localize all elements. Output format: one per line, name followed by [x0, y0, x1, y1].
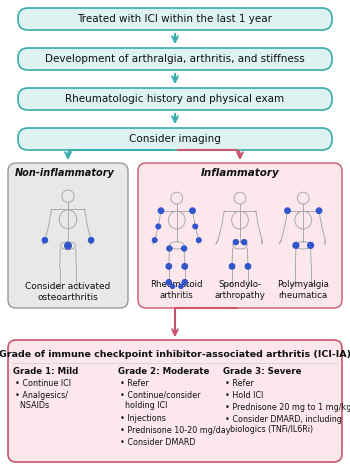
FancyBboxPatch shape	[18, 88, 332, 110]
FancyBboxPatch shape	[18, 8, 332, 30]
Circle shape	[170, 284, 175, 289]
Text: • Hold ICI: • Hold ICI	[225, 391, 263, 400]
Text: Rheumatoid
arthritis: Rheumatoid arthritis	[150, 280, 203, 300]
Circle shape	[89, 238, 94, 243]
Circle shape	[65, 242, 71, 249]
Circle shape	[179, 284, 183, 289]
FancyBboxPatch shape	[18, 128, 332, 150]
Circle shape	[229, 263, 235, 269]
Circle shape	[182, 263, 188, 269]
Text: Polymyalgia
rheumatica: Polymyalgia rheumatica	[277, 280, 329, 300]
Circle shape	[193, 224, 197, 229]
Circle shape	[42, 238, 48, 243]
Circle shape	[196, 238, 201, 242]
Circle shape	[316, 208, 322, 213]
Text: Rheumatologic history and physical exam: Rheumatologic history and physical exam	[65, 94, 285, 104]
Circle shape	[190, 208, 195, 213]
Text: • Prednisone 20 mg to 1 mg/kg: • Prednisone 20 mg to 1 mg/kg	[225, 403, 350, 412]
Circle shape	[242, 240, 247, 245]
Text: Consider activated
osteoarthritis: Consider activated osteoarthritis	[25, 282, 111, 302]
Text: • Prednisone 10-20 mg/day: • Prednisone 10-20 mg/day	[120, 426, 231, 435]
Text: Spondylo-
arthropathy: Spondylo- arthropathy	[215, 280, 265, 300]
Text: Grade 2: Moderate: Grade 2: Moderate	[118, 367, 209, 376]
Circle shape	[152, 238, 157, 242]
Text: • Refer: • Refer	[225, 379, 254, 388]
Text: • Consider DMARD, including
  biologics (TNFi/IL6Ri): • Consider DMARD, including biologics (T…	[225, 415, 342, 434]
Circle shape	[156, 224, 161, 229]
Text: • Analgesics/
  NSAIDs: • Analgesics/ NSAIDs	[15, 391, 68, 410]
FancyBboxPatch shape	[8, 340, 342, 462]
FancyBboxPatch shape	[8, 163, 128, 308]
Text: Development of arthralgia, arthritis, and stiffness: Development of arthralgia, arthritis, an…	[45, 54, 305, 64]
Circle shape	[166, 263, 172, 269]
Text: Grade 3: Severe: Grade 3: Severe	[223, 367, 301, 376]
Text: • Continue ICI: • Continue ICI	[15, 379, 71, 388]
Text: • Continue/consider
  holding ICI: • Continue/consider holding ICI	[120, 391, 201, 410]
Circle shape	[182, 280, 187, 284]
Text: • Consider DMARD: • Consider DMARD	[120, 438, 196, 447]
Text: • Refer: • Refer	[120, 379, 149, 388]
FancyBboxPatch shape	[138, 163, 342, 308]
Circle shape	[167, 246, 172, 251]
FancyBboxPatch shape	[18, 48, 332, 70]
Text: Grade of immune checkpoint inhibitor-associated arthritis (ICI-IA): Grade of immune checkpoint inhibitor-ass…	[0, 350, 350, 359]
Circle shape	[308, 242, 314, 248]
Text: Grade 1: Mild: Grade 1: Mild	[13, 367, 78, 376]
Circle shape	[166, 280, 171, 284]
Circle shape	[293, 242, 299, 248]
Circle shape	[233, 240, 238, 245]
Circle shape	[182, 246, 187, 251]
Text: Treated with ICI within the last 1 year: Treated with ICI within the last 1 year	[77, 14, 273, 24]
Text: Non-inflammatory: Non-inflammatory	[15, 168, 115, 178]
Text: Consider imaging: Consider imaging	[129, 134, 221, 144]
Circle shape	[158, 208, 164, 213]
Text: • Injections: • Injections	[120, 414, 166, 423]
Circle shape	[245, 263, 251, 269]
Circle shape	[285, 208, 290, 213]
Text: Inflammatory: Inflammatory	[201, 168, 279, 178]
